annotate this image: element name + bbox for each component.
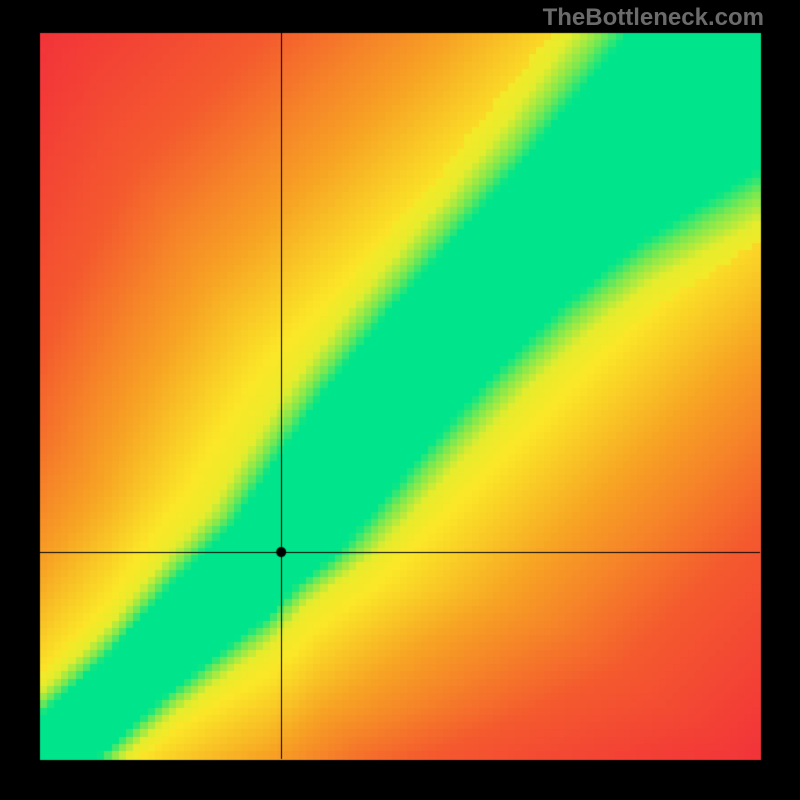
bottleneck-heatmap-canvas (0, 0, 800, 800)
chart-container: TheBottleneck.com (0, 0, 800, 800)
watermark-text: TheBottleneck.com (543, 4, 764, 32)
